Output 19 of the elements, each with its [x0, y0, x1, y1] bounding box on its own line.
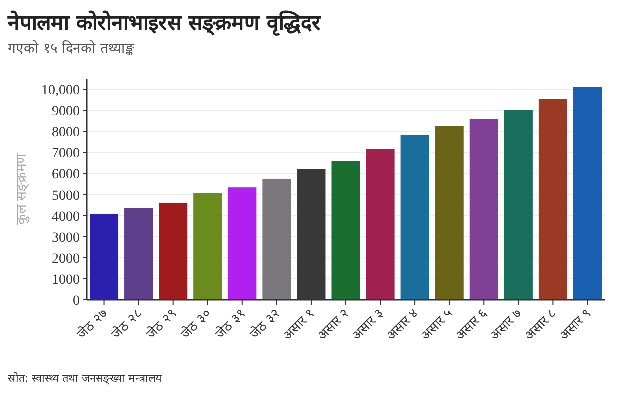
- title: नेपालमा कोरोनाभाइरस सङ्क्रमण वृद्धिदर: [8, 11, 321, 35]
- x-tick-label: जेठ ३०: [178, 306, 215, 342]
- y-axis-title: कुल सङ्क्रमण: [14, 152, 30, 226]
- x-tick-label: जेठ २९: [143, 306, 180, 342]
- text: स्रोत: स्वास्थ्य तथा जनसङ्ख्या मन्त्रालय: [8, 372, 163, 385]
- x-tick-label: जेठ ३१: [212, 306, 250, 342]
- y-tick-label: 3000: [52, 230, 80, 246]
- y-tick-label: 6000: [52, 168, 80, 183]
- y-tick-label: 2000: [52, 252, 80, 267]
- y-tick-label: 10,000: [42, 84, 80, 99]
- y-tick-label: 1000: [52, 272, 80, 288]
- x-tick-label: जेठ २८: [108, 306, 146, 342]
- y-tick-label: 8000: [52, 126, 80, 141]
- subtitle: गएको १५ दिनको तथ्याङ्क: [8, 41, 134, 57]
- y-tick-label: 9000: [52, 104, 80, 120]
- y-tick-label: 5000: [52, 188, 80, 204]
- y-tick-label: 7000: [52, 146, 80, 162]
- x-tick-label: जेठ ३२: [246, 306, 284, 342]
- y-tick-label: 4000: [52, 210, 80, 225]
